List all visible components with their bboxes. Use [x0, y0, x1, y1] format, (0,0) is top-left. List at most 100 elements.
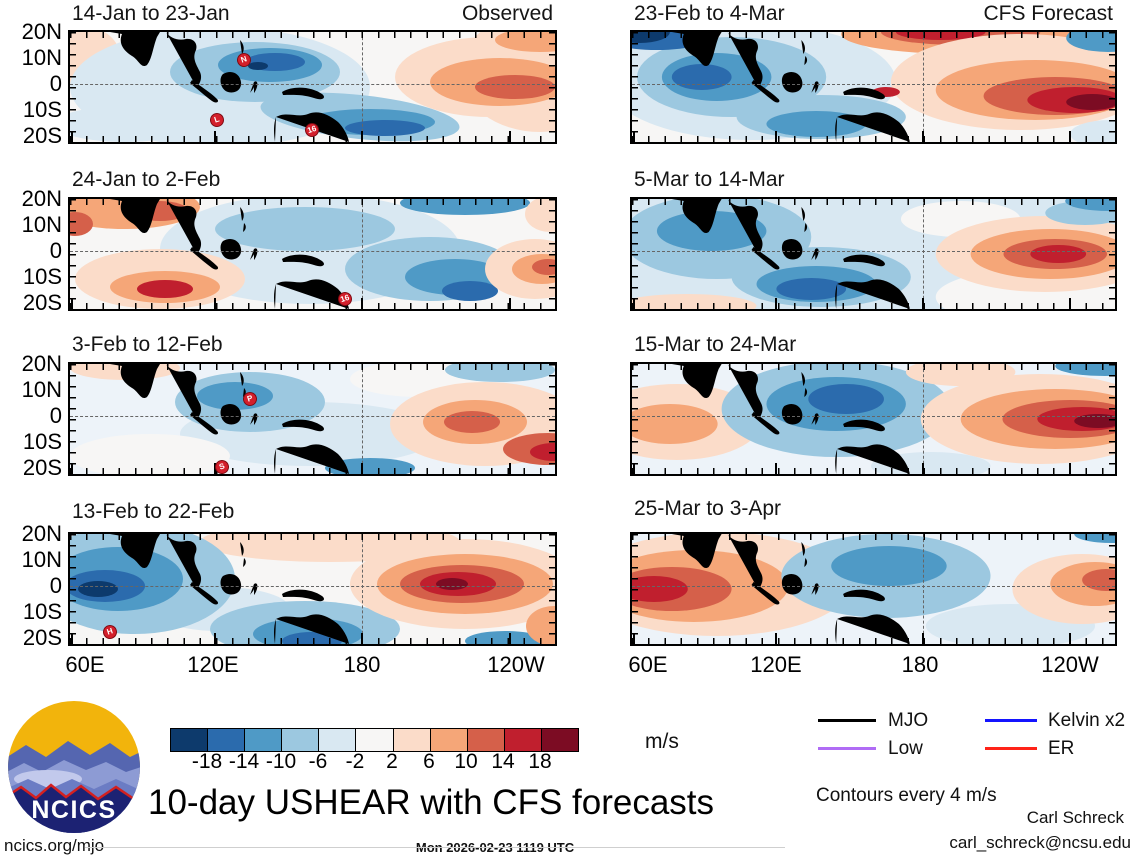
- x-tick-label: 60E: [628, 652, 668, 677]
- credit-email: carl_schreck@ncsu.edu: [949, 833, 1131, 852]
- equator-gridline: [632, 416, 1115, 418]
- y-tick-label: 10S: [22, 264, 62, 289]
- y-tick-label: 10S: [22, 599, 62, 624]
- equator-gridline: [632, 84, 1115, 86]
- colorbar-tick-label: -18: [191, 750, 223, 773]
- map-panel-obs-1: N L 16: [68, 30, 557, 144]
- equator-gridline: [70, 84, 555, 86]
- dateline-gridline: [362, 534, 364, 644]
- y-tick-label: 10N: [21, 377, 62, 402]
- contour-field: [70, 364, 555, 474]
- dateline-gridline: [362, 32, 364, 142]
- y-tick-label: 20S: [22, 455, 62, 480]
- x-tick-label: 120W: [487, 652, 545, 677]
- panel-title: 15-Mar to 24-Mar: [634, 333, 797, 356]
- y-tick-label: 0: [49, 71, 62, 96]
- map-panel-cfs-2: [630, 197, 1117, 311]
- colorbar-segment: [356, 729, 394, 751]
- map-panel-obs-4: H: [68, 532, 557, 646]
- panel-title: 3-Feb to 12-Feb: [72, 333, 223, 356]
- panel-title: 13-Feb to 22-Feb: [72, 500, 235, 523]
- x-tick-label: 60E: [65, 652, 105, 677]
- colorbar-segment: [467, 729, 505, 751]
- contour-field: [632, 32, 1115, 142]
- x-tick-label: 120E: [187, 652, 239, 677]
- y-tick-label: 10N: [21, 45, 62, 70]
- equator-gridline: [632, 251, 1115, 253]
- legend-swatch-mjo: [818, 719, 876, 722]
- x-tick-label: 120E: [750, 652, 802, 677]
- colorbar-segment: [319, 729, 357, 751]
- colorbar-tick-label: -10: [265, 750, 297, 773]
- panel-title: 25-Mar to 3-Apr: [634, 497, 782, 520]
- colorbar-segment: [282, 729, 320, 751]
- y-tick-label: 0: [49, 573, 62, 598]
- legend-swatch-kelvin: [985, 719, 1037, 722]
- contour-field: [70, 199, 555, 309]
- main-title: 10-day USHEAR with CFS forecasts: [148, 783, 715, 822]
- colorbar-segment: [430, 729, 468, 751]
- panel-title: 24-Jan to 2-Feb: [72, 168, 221, 191]
- colorbar-tick-label: 2: [386, 750, 398, 773]
- panel-title: 14-Jan to 23-Jan: [72, 2, 230, 25]
- legend-label: Kelvin x2: [1048, 710, 1126, 731]
- colorbar-segment: [393, 729, 431, 751]
- map-panel-obs-3: P S: [68, 362, 557, 476]
- contour-field: [632, 534, 1115, 644]
- y-tick-label: 20N: [21, 351, 62, 376]
- colorbar-tick-label: 18: [528, 750, 552, 773]
- y-tick-label: 20S: [22, 290, 62, 315]
- panel-annotation-observed: Observed: [461, 2, 553, 25]
- y-tick-label: 20N: [21, 19, 62, 44]
- colorbar-tick-label: 10: [454, 750, 478, 773]
- legend-label: MJO: [888, 710, 929, 731]
- y-tick-label: 10S: [22, 429, 62, 454]
- y-tick-label: 10N: [21, 547, 62, 572]
- y-tick-label: 20N: [21, 521, 62, 546]
- site-url: ncics.org/mjo: [4, 836, 105, 855]
- colorbar-tick-label: 6: [423, 750, 435, 773]
- dateline-gridline: [923, 364, 925, 474]
- x-ticks-bottom: [70, 136, 555, 142]
- y-tick-label: 20S: [22, 625, 62, 650]
- y-ticks-left: [70, 32, 76, 142]
- colorbar-segment: [245, 729, 283, 751]
- ncics-logo: NCICS: [6, 698, 142, 836]
- legend-swatch-low: [818, 747, 876, 750]
- colorbar: [170, 728, 579, 752]
- x-tick-label: 180: [901, 652, 939, 677]
- y-tick-label: 10N: [21, 212, 62, 237]
- dateline-gridline: [362, 364, 364, 474]
- colorbar-segment: [541, 729, 579, 751]
- dateline-gridline: [362, 199, 364, 309]
- map-panel-cfs-3: [630, 362, 1117, 476]
- panel-title: 5-Mar to 14-Mar: [634, 168, 785, 191]
- dateline-gridline: [923, 32, 925, 142]
- legend-swatch-er: [985, 747, 1037, 750]
- colorbar-segment: [504, 729, 542, 751]
- map-panel-obs-2: 16: [68, 197, 557, 311]
- y-tick-label: 20S: [22, 123, 62, 148]
- x-tick-label: 120W: [1041, 652, 1099, 677]
- y-tick-label: 20N: [21, 186, 62, 211]
- y-tick-label: 10S: [22, 97, 62, 122]
- logo-text: NCICS: [31, 796, 116, 824]
- panel-title: 23-Feb to 4-Mar: [634, 2, 785, 25]
- colorbar-tick-label: 14: [491, 750, 515, 773]
- colorbar-units: m/s: [645, 730, 679, 753]
- credit-name: Carl Schreck: [1026, 808, 1124, 827]
- equator-gridline: [632, 586, 1115, 588]
- y-tick-label: 0: [49, 238, 62, 263]
- equator-gridline: [70, 251, 555, 253]
- x-ticks-top: [70, 32, 555, 38]
- x-tick-label: 180: [343, 652, 381, 677]
- panel-annotation-forecast: CFS Forecast: [983, 2, 1113, 25]
- contour-field: [70, 534, 555, 644]
- colorbar-segment: [171, 729, 209, 751]
- contour-field: [632, 364, 1115, 474]
- map-panel-cfs-1: [630, 30, 1117, 144]
- colorbar-tick-label: -6: [308, 750, 328, 773]
- equator-gridline: [70, 586, 555, 588]
- equator-gridline: [70, 416, 555, 418]
